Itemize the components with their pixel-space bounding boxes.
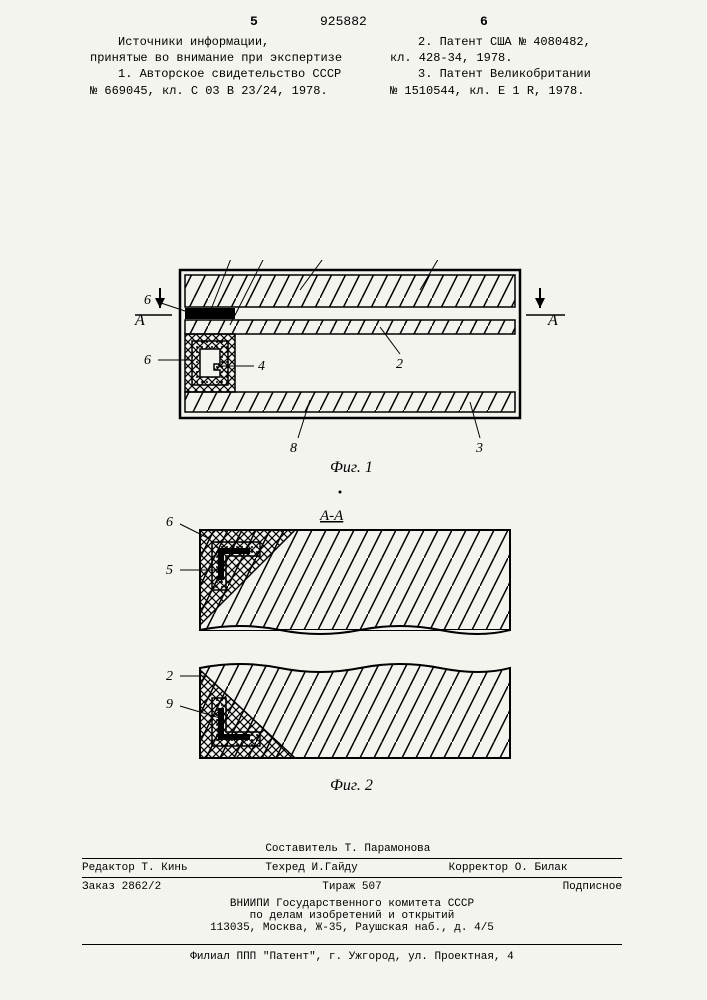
page-number-left: 5 (250, 14, 258, 29)
techred-name: И.Гайду (312, 862, 358, 874)
svg-text:Фиг. 2: Фиг. 2 (330, 777, 373, 794)
reference-3a: 3. Патент Великобритании (390, 66, 650, 82)
left-column: Источники информации, принятые во вниман… (90, 34, 370, 99)
svg-text:6: 6 (144, 353, 151, 368)
technical-figures: А А (80, 260, 620, 820)
org-line1: ВНИИПИ Государственного комитета СССР (82, 896, 622, 910)
svg-text:2: 2 (396, 357, 403, 372)
techred-label: Техред (265, 862, 305, 874)
svg-text:2: 2 (166, 669, 173, 684)
reference-3b: № 1510544, кл. E 1 R, 1978. (390, 83, 650, 99)
branch-line: Филиал ППП "Патент", г. Ужгород, ул. Про… (82, 944, 622, 963)
svg-text:3: 3 (475, 441, 483, 456)
page-number-right: 6 (480, 14, 488, 29)
figures-area: А А (80, 260, 620, 824)
compiler-label: Составитель (265, 843, 338, 855)
corrector-name: О. Билак (515, 862, 568, 874)
right-column: 2. Патент США № 4080482, кл. 428-34, 197… (390, 34, 650, 99)
svg-text:9: 9 (166, 697, 173, 712)
document-number: 925882 (320, 14, 367, 29)
svg-text:6: 6 (144, 293, 151, 308)
corrector-label: Корректор (449, 862, 508, 874)
reference-2b: кл. 428-34, 1978. (390, 50, 650, 66)
subscription: Подписное (439, 881, 622, 893)
compiler-name: Т. Парамонова (345, 843, 431, 855)
svg-text:8: 8 (290, 441, 297, 456)
footer-block: Составитель Т. Парамонова Редактор Т. Ки… (82, 840, 622, 934)
svg-text:А-А: А-А (319, 508, 344, 524)
reference-2a: 2. Патент США № 4080482, (390, 34, 650, 50)
svg-text:6: 6 (166, 515, 173, 530)
org-address: 113035, Москва, Ж-35, Раушская наб., д. … (82, 922, 622, 934)
sources-heading: Источники информации, (90, 34, 370, 50)
org-line2: по делам изобретений и открытий (82, 910, 622, 922)
reference-1b: № 669045, кл. C 03 В 23/24, 1978. (90, 83, 370, 99)
editor-name: Т. Кинь (141, 862, 187, 874)
svg-text:4: 4 (258, 359, 265, 374)
tirage: Тираж 507 (255, 881, 438, 893)
svg-text:5: 5 (166, 563, 173, 578)
editor-label: Редактор (82, 862, 135, 874)
order-number: Заказ 2862/2 (82, 881, 255, 893)
reference-1a: 1. Авторское свидетельство СССР (90, 66, 370, 82)
svg-text:Фиг. 1: Фиг. 1 (330, 459, 373, 476)
sources-line2: принятые во внимание при экспертизе (90, 50, 370, 66)
